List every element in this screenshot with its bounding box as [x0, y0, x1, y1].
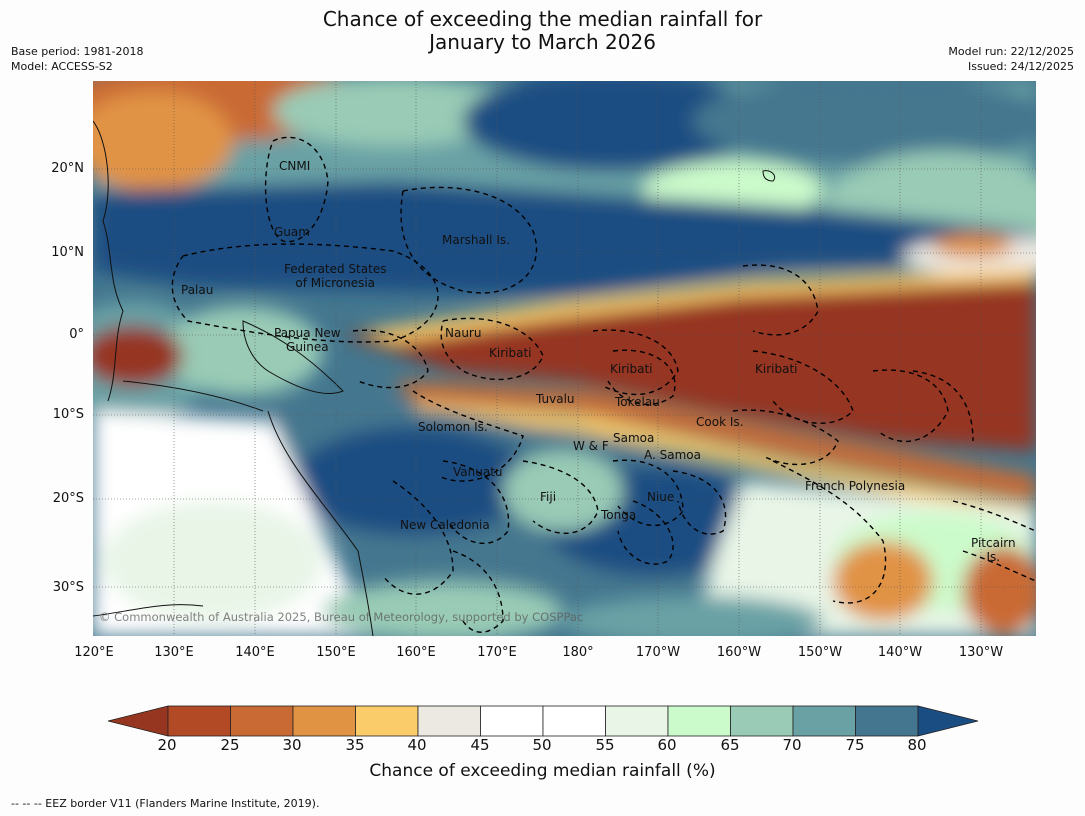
colorbar-segment — [480, 705, 544, 737]
colorbar-tick-75: 75 — [845, 736, 865, 754]
colorbar-tick-40: 40 — [407, 736, 427, 754]
region-label-fsm-line-1: Federated States — [284, 262, 387, 276]
map-canvas — [93, 81, 1036, 636]
colorbar-label: Chance of exceeding median rainfall (%) — [369, 761, 716, 781]
region-label-vanuatu: Vanuatu — [453, 465, 503, 479]
region-label-fsm: Federated States of Micronesia — [284, 262, 386, 290]
region-label-tuvalu: Tuvalu — [536, 392, 575, 406]
colorbar-tick-80: 80 — [907, 736, 927, 754]
region-label-tokelau: Tokelau — [615, 395, 660, 409]
colorbar-tick-25: 25 — [220, 736, 240, 754]
colorbar-tick-35: 35 — [345, 736, 365, 754]
colorbar-tick-65: 65 — [720, 736, 740, 754]
lon-label-130w: 130°W — [958, 645, 1004, 660]
lon-label-130e: 130°E — [154, 645, 194, 660]
region-label-palau: Palau — [181, 283, 214, 297]
lon-label-160w: 160°W — [716, 645, 762, 660]
title-line-2: January to March 2026 — [429, 30, 656, 54]
copyright-notice: © Commonwealth of Australia 2025, Bureau… — [99, 610, 584, 624]
colorbar-segment — [542, 705, 606, 737]
model-name: Model: ACCESS-S2 — [11, 60, 113, 73]
rainfall-field — [93, 81, 1036, 636]
base-period: Base period: 1981-2018 — [11, 45, 144, 58]
region-label-png-line-2: Guinea — [286, 340, 329, 354]
meta-left: Base period: 1981-2018 Model: ACCESS-S2 — [11, 44, 143, 74]
colorbar-segment — [230, 705, 294, 737]
region-label-png: Papua New Guinea — [274, 326, 341, 354]
region-label-kiribati-line: Kiribati — [755, 362, 798, 376]
colorbar — [107, 705, 979, 737]
region-label-french-polynesia: French Polynesia — [805, 479, 906, 493]
meta-right: Model run: 22/12/2025 Issued: 24/12/2025 — [948, 44, 1074, 74]
lat-label-0: 0° — [69, 327, 84, 342]
region-label-kiribati-gilbert: Kiribati — [489, 346, 532, 360]
region-label-png-line-1: Papua New — [274, 326, 341, 340]
lon-label-140e: 140°E — [235, 645, 275, 660]
lon-label-150w: 150°W — [797, 645, 843, 660]
region-label-solomon: Solomon Is. — [418, 420, 488, 434]
colorbar-segment — [167, 705, 231, 737]
region-label-kiribati-phoenix: Kiribati — [610, 362, 653, 376]
title-line-1: Chance of exceeding the median rainfall … — [322, 7, 763, 31]
map-title: Chance of exceeding the median rainfall … — [0, 8, 1085, 54]
region-label-tonga: Tonga — [601, 508, 637, 522]
region-label-nauru: Nauru — [445, 326, 482, 340]
colorbar-segment — [855, 705, 919, 737]
lat-label-10s: 10°S — [52, 407, 84, 422]
colorbar-segment — [730, 705, 794, 737]
region-label-cook: Cook Is. — [696, 415, 744, 429]
region-label-american-samoa: A. Samoa — [644, 448, 701, 462]
colorbar-extend-low — [107, 705, 169, 737]
region-label-wallis-futuna: W & F — [573, 439, 609, 453]
lon-label-170w: 170°W — [635, 645, 681, 660]
region-label-guam: Guam — [274, 225, 310, 239]
colorbar-segment — [355, 705, 419, 737]
eez-borders — [171, 136, 1036, 633]
region-label-pitcairn-line-2: Is. — [986, 550, 1001, 564]
colorbar-tick-30: 30 — [282, 736, 302, 754]
region-label-cnmi: CNMI — [279, 159, 311, 173]
eez-footnote: -- -- -- EEZ border V11 (Flanders Marine… — [11, 797, 320, 810]
lat-label-30s: 30°S — [52, 580, 84, 595]
colorbar-tick-20: 20 — [157, 736, 177, 754]
region-label-niue: Niue — [647, 490, 675, 504]
region-label-samoa: Samoa — [613, 431, 655, 445]
region-label-pitcairn-line-1: Pitcairn — [971, 536, 1016, 550]
region-label-fsm-line-2: of Micronesia — [295, 276, 376, 290]
colorbar-segment — [605, 705, 669, 737]
lat-label-20s: 20°S — [52, 491, 84, 506]
rainfall-map: CNMI Guam Marshall Is. Federated States … — [93, 81, 1036, 636]
region-label-marshall: Marshall Is. — [442, 233, 510, 247]
region-label-fiji: Fiji — [540, 490, 557, 504]
colorbar-extend-high — [917, 705, 979, 737]
colorbar-tick-60: 60 — [657, 736, 677, 754]
graticule — [93, 81, 1036, 636]
colorbar-segment — [792, 705, 856, 737]
colorbar-segment — [417, 705, 481, 737]
lat-label-10n: 10°N — [51, 245, 84, 260]
lat-label-20n: 20°N — [51, 161, 84, 176]
lon-label-180: 180° — [562, 645, 594, 660]
lon-label-150e: 150°E — [316, 645, 356, 660]
lon-label-120e: 120°E — [74, 645, 114, 660]
lon-label-160e: 160°E — [396, 645, 436, 660]
lon-label-140w: 140°W — [877, 645, 923, 660]
issued-date: Issued: 24/12/2025 — [967, 60, 1074, 73]
colorbar-segment — [292, 705, 356, 737]
region-label-new-caledonia: New Caledonia — [400, 518, 490, 532]
region-label-pitcairn: Pitcairn Is. — [971, 536, 1016, 564]
colorbar-tick-50: 50 — [532, 736, 552, 754]
colorbar-tick-55: 55 — [595, 736, 615, 754]
colorbar-tick-45: 45 — [470, 736, 490, 754]
colorbar-tick-70: 70 — [782, 736, 802, 754]
lon-label-170e: 170°E — [477, 645, 517, 660]
coastlines — [93, 120, 776, 636]
model-run: Model run: 22/12/2025 — [948, 45, 1074, 58]
colorbar-segment — [667, 705, 731, 737]
